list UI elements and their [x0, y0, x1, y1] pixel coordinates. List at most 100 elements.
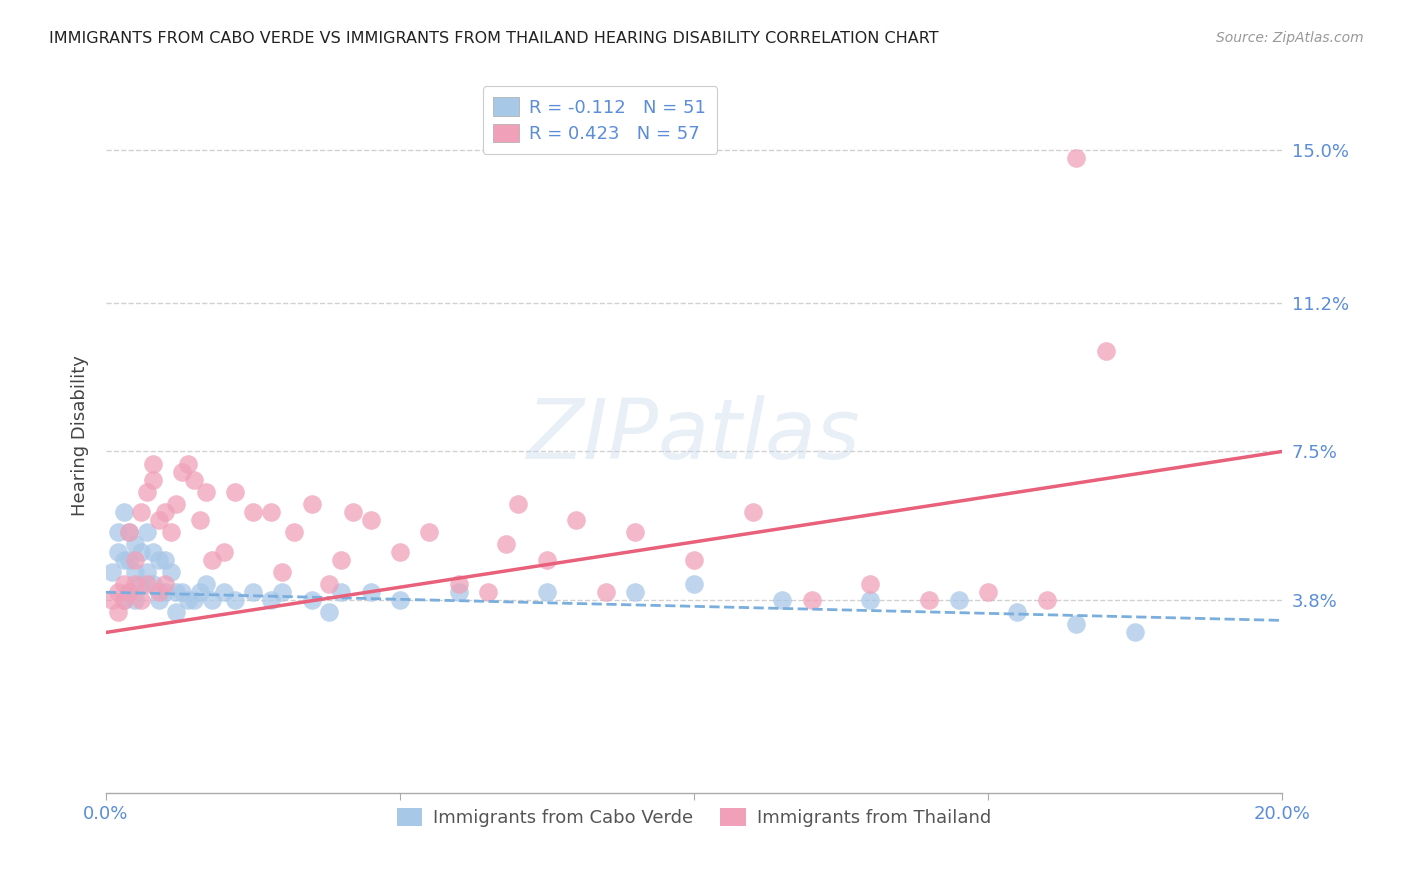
Point	[148, 553, 170, 567]
Point	[741, 505, 763, 519]
Point	[859, 593, 882, 607]
Point	[495, 537, 517, 551]
Point	[129, 593, 152, 607]
Point	[224, 484, 246, 499]
Point	[159, 565, 181, 579]
Point	[283, 524, 305, 539]
Point	[506, 497, 529, 511]
Point	[148, 585, 170, 599]
Point	[188, 585, 211, 599]
Point	[118, 585, 141, 599]
Point	[148, 593, 170, 607]
Text: Source: ZipAtlas.com: Source: ZipAtlas.com	[1216, 31, 1364, 45]
Point	[166, 497, 188, 511]
Point	[301, 497, 323, 511]
Point	[683, 577, 706, 591]
Point	[224, 593, 246, 607]
Point	[177, 593, 200, 607]
Point	[159, 524, 181, 539]
Point	[107, 585, 129, 599]
Point	[318, 577, 340, 591]
Point	[271, 585, 294, 599]
Point	[101, 593, 124, 607]
Point	[112, 593, 135, 607]
Legend: Immigrants from Cabo Verde, Immigrants from Thailand: Immigrants from Cabo Verde, Immigrants f…	[389, 801, 998, 834]
Point	[565, 513, 588, 527]
Point	[107, 524, 129, 539]
Point	[129, 577, 152, 591]
Point	[271, 565, 294, 579]
Point	[124, 565, 146, 579]
Point	[153, 577, 176, 591]
Point	[129, 505, 152, 519]
Point	[330, 553, 353, 567]
Text: ZIPatlas: ZIPatlas	[527, 395, 860, 476]
Point	[624, 585, 647, 599]
Point	[1123, 625, 1146, 640]
Point	[118, 524, 141, 539]
Point	[683, 553, 706, 567]
Point	[172, 585, 194, 599]
Point	[536, 585, 558, 599]
Point	[1007, 606, 1029, 620]
Point	[418, 524, 440, 539]
Point	[388, 545, 411, 559]
Point	[107, 606, 129, 620]
Point	[201, 553, 224, 567]
Point	[112, 577, 135, 591]
Point	[142, 577, 165, 591]
Point	[183, 473, 205, 487]
Point	[153, 505, 176, 519]
Point	[624, 524, 647, 539]
Point	[201, 593, 224, 607]
Point	[977, 585, 1000, 599]
Point	[447, 585, 470, 599]
Point	[536, 553, 558, 567]
Point	[136, 524, 159, 539]
Point	[1064, 151, 1087, 165]
Point	[101, 565, 124, 579]
Point	[212, 545, 235, 559]
Point	[183, 593, 205, 607]
Point	[166, 606, 188, 620]
Point	[129, 545, 152, 559]
Point	[242, 585, 264, 599]
Point	[118, 524, 141, 539]
Point	[112, 553, 135, 567]
Point	[136, 577, 159, 591]
Point	[318, 606, 340, 620]
Point	[118, 553, 141, 567]
Point	[142, 545, 165, 559]
Point	[107, 545, 129, 559]
Point	[1094, 343, 1116, 358]
Point	[153, 553, 176, 567]
Point	[1035, 593, 1057, 607]
Point	[166, 585, 188, 599]
Point	[342, 505, 364, 519]
Point	[153, 585, 176, 599]
Point	[1064, 617, 1087, 632]
Point	[595, 585, 617, 599]
Point	[172, 465, 194, 479]
Point	[388, 593, 411, 607]
Point	[142, 473, 165, 487]
Point	[447, 577, 470, 591]
Point	[330, 585, 353, 599]
Point	[188, 513, 211, 527]
Point	[112, 505, 135, 519]
Point	[177, 457, 200, 471]
Point	[859, 577, 882, 591]
Point	[770, 593, 793, 607]
Y-axis label: Hearing Disability: Hearing Disability	[72, 355, 89, 516]
Point	[948, 593, 970, 607]
Point	[136, 565, 159, 579]
Text: IMMIGRANTS FROM CABO VERDE VS IMMIGRANTS FROM THAILAND HEARING DISABILITY CORREL: IMMIGRANTS FROM CABO VERDE VS IMMIGRANTS…	[49, 31, 939, 46]
Point	[259, 593, 281, 607]
Point	[148, 513, 170, 527]
Point	[142, 457, 165, 471]
Point	[124, 553, 146, 567]
Point	[800, 593, 823, 607]
Point	[477, 585, 499, 599]
Point	[301, 593, 323, 607]
Point	[118, 585, 141, 599]
